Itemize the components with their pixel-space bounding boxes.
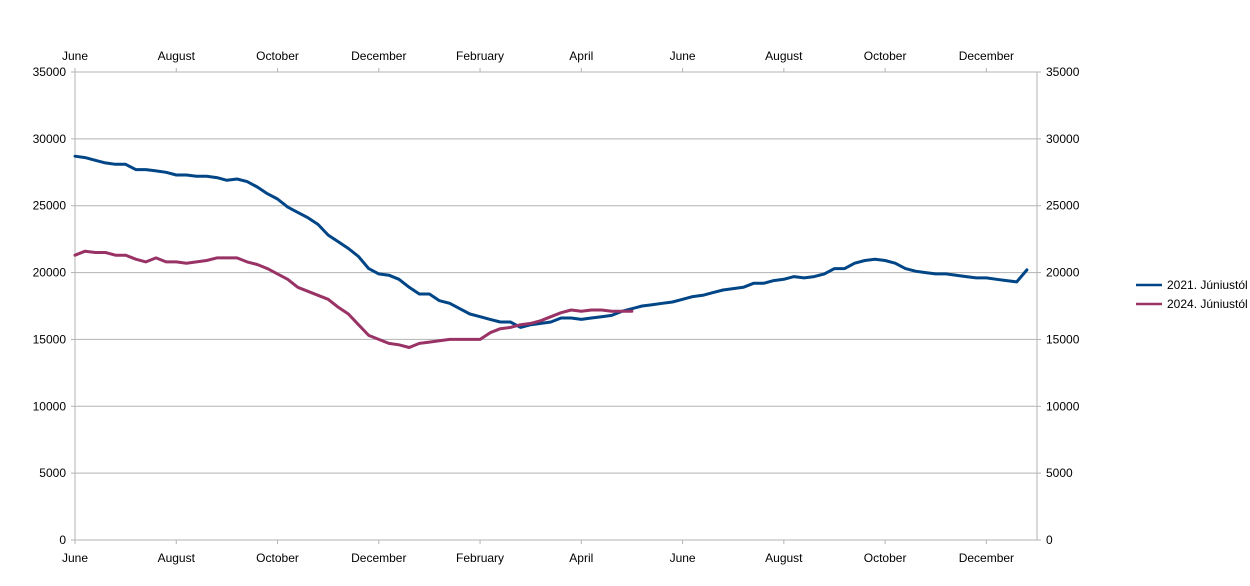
x-axis-bottom: June August October December February April Ju… — [62, 540, 1014, 565]
x-tick-label-bottom: October — [864, 551, 907, 565]
legend-label-1: 2021. Júniustól — [1167, 278, 1248, 292]
y-tick-label-left: 5000 — [39, 466, 66, 480]
x-tick-label-top: August — [765, 49, 803, 63]
x-tick-label-bottom: April — [569, 551, 593, 565]
x-tick-label-top: October — [864, 49, 907, 63]
series-line-2 — [73, 249, 634, 349]
y-tick-label-right: 0 — [1046, 533, 1053, 547]
y-axis-left: 0 5000 10000 15000 20000 25000 30000 35000 — [33, 65, 75, 547]
y-tick-label-left: 0 — [59, 533, 66, 547]
x-tick-label-bottom: October — [256, 551, 299, 565]
x-tick-label-bottom: December — [959, 551, 1014, 565]
y-tick-label-left: 10000 — [33, 399, 67, 413]
y-tick-label-right: 25000 — [1046, 199, 1080, 213]
y-tick-label-left: 35000 — [33, 65, 67, 79]
series-lines — [73, 154, 1029, 349]
x-tick-label-top: October — [256, 49, 299, 63]
y-tick-label-right: 10000 — [1046, 399, 1080, 413]
y-tick-label-right: 20000 — [1046, 266, 1080, 280]
legend: 2021. Júniustól 2024. Júniustól — [1136, 278, 1248, 311]
x-axis-top: June August October December February April Ju… — [62, 49, 1014, 72]
x-tick-label-top: February — [456, 49, 504, 63]
y-tick-label-right: 30000 — [1046, 132, 1080, 146]
x-tick-label-top: August — [158, 49, 196, 63]
series-line-1 — [73, 154, 1029, 329]
y-tick-label-right: 15000 — [1046, 332, 1080, 346]
legend-label-2: 2024. Júniustól — [1167, 297, 1248, 311]
y-axis-right: 0 5000 10000 15000 20000 25000 30000 35000 — [1037, 65, 1080, 547]
x-tick-label-top: June — [62, 49, 88, 63]
y-tick-label-right: 5000 — [1046, 466, 1073, 480]
y-tick-label-left: 20000 — [33, 266, 67, 280]
y-tick-label-left: 15000 — [33, 332, 67, 346]
y-tick-label-right: 35000 — [1046, 65, 1080, 79]
x-tick-label-top: June — [670, 49, 696, 63]
x-tick-label-top: April — [569, 49, 593, 63]
x-tick-label-bottom: August — [765, 551, 803, 565]
gridlines — [75, 71, 1037, 541]
x-tick-label-bottom: August — [158, 551, 196, 565]
x-tick-label-top: December — [351, 49, 406, 63]
y-tick-label-left: 25000 — [33, 199, 67, 213]
y-tick-label-left: 30000 — [33, 132, 67, 146]
x-tick-label-bottom: June — [670, 551, 696, 565]
plot-frame — [74, 72, 1038, 541]
x-tick-label-bottom: June — [62, 551, 88, 565]
x-tick-label-bottom: December — [351, 551, 406, 565]
x-tick-label-bottom: February — [456, 551, 504, 565]
x-tick-label-top: December — [959, 49, 1014, 63]
